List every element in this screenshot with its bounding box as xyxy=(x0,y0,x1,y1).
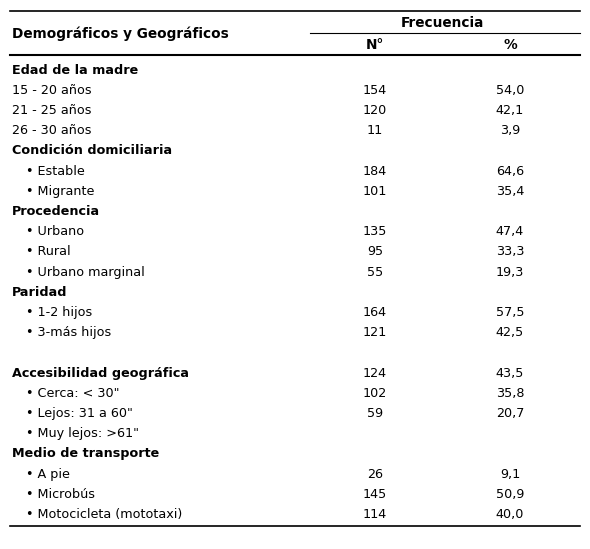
Text: • Motocicleta (mototaxi): • Motocicleta (mototaxi) xyxy=(26,508,182,521)
Text: Condición domiciliaria: Condición domiciliaria xyxy=(12,144,172,158)
Text: 124: 124 xyxy=(363,367,387,379)
Text: 15 - 20 años: 15 - 20 años xyxy=(12,84,91,97)
Text: • Urbano marginal: • Urbano marginal xyxy=(26,266,145,278)
Text: 42,1: 42,1 xyxy=(496,104,524,117)
Text: %: % xyxy=(503,38,517,52)
Text: 43,5: 43,5 xyxy=(496,367,524,379)
Text: • A pie: • A pie xyxy=(26,468,70,480)
Text: 54,0: 54,0 xyxy=(496,84,524,97)
Text: • Migrante: • Migrante xyxy=(26,185,94,198)
Text: 33,3: 33,3 xyxy=(496,245,525,259)
Text: 57,5: 57,5 xyxy=(496,306,525,319)
Text: • Cerca: < 30": • Cerca: < 30" xyxy=(26,387,120,400)
Text: Accesibilidad geográfica: Accesibilidad geográfica xyxy=(12,367,189,379)
Text: 40,0: 40,0 xyxy=(496,508,524,521)
Text: 21 - 25 años: 21 - 25 años xyxy=(12,104,91,117)
Text: Procedencia: Procedencia xyxy=(12,205,100,218)
Text: • 1-2 hijos: • 1-2 hijos xyxy=(26,306,92,319)
Text: 47,4: 47,4 xyxy=(496,225,524,238)
Text: Frecuencia: Frecuencia xyxy=(401,16,484,30)
Text: 114: 114 xyxy=(363,508,387,521)
Text: Medio de transporte: Medio de transporte xyxy=(12,447,159,461)
Text: Edad de la madre: Edad de la madre xyxy=(12,64,138,77)
Text: • Muy lejos: >61": • Muy lejos: >61" xyxy=(26,427,139,440)
Text: 145: 145 xyxy=(363,488,387,501)
Text: • Estable: • Estable xyxy=(26,165,85,178)
Text: 154: 154 xyxy=(363,84,387,97)
Text: • 3-más hijos: • 3-más hijos xyxy=(26,326,112,339)
Text: 101: 101 xyxy=(363,185,387,198)
Text: 64,6: 64,6 xyxy=(496,165,524,178)
Text: 55: 55 xyxy=(367,266,383,278)
Text: 164: 164 xyxy=(363,306,387,319)
Text: 95: 95 xyxy=(367,245,383,259)
Text: 184: 184 xyxy=(363,165,387,178)
Text: 102: 102 xyxy=(363,387,387,400)
Text: 20,7: 20,7 xyxy=(496,407,524,420)
Text: • Urbano: • Urbano xyxy=(26,225,84,238)
Text: Paridad: Paridad xyxy=(12,286,67,299)
Text: • Rural: • Rural xyxy=(26,245,71,259)
Text: 35,4: 35,4 xyxy=(496,185,524,198)
Text: Demográficos y Geográficos: Demográficos y Geográficos xyxy=(12,27,229,41)
Text: • Microbús: • Microbús xyxy=(26,488,95,501)
Text: 26 - 30 años: 26 - 30 años xyxy=(12,124,91,137)
Text: 120: 120 xyxy=(363,104,387,117)
Text: 135: 135 xyxy=(363,225,387,238)
Text: N°: N° xyxy=(366,38,384,52)
Text: 3,9: 3,9 xyxy=(500,124,520,137)
Text: 42,5: 42,5 xyxy=(496,326,524,339)
Text: 35,8: 35,8 xyxy=(496,387,525,400)
Text: 59: 59 xyxy=(367,407,383,420)
Text: 121: 121 xyxy=(363,326,387,339)
Text: 26: 26 xyxy=(367,468,383,480)
Text: 11: 11 xyxy=(367,124,383,137)
Text: 9,1: 9,1 xyxy=(500,468,520,480)
Text: 19,3: 19,3 xyxy=(496,266,524,278)
Text: • Lejos: 31 a 60": • Lejos: 31 a 60" xyxy=(26,407,133,420)
Text: 50,9: 50,9 xyxy=(496,488,524,501)
